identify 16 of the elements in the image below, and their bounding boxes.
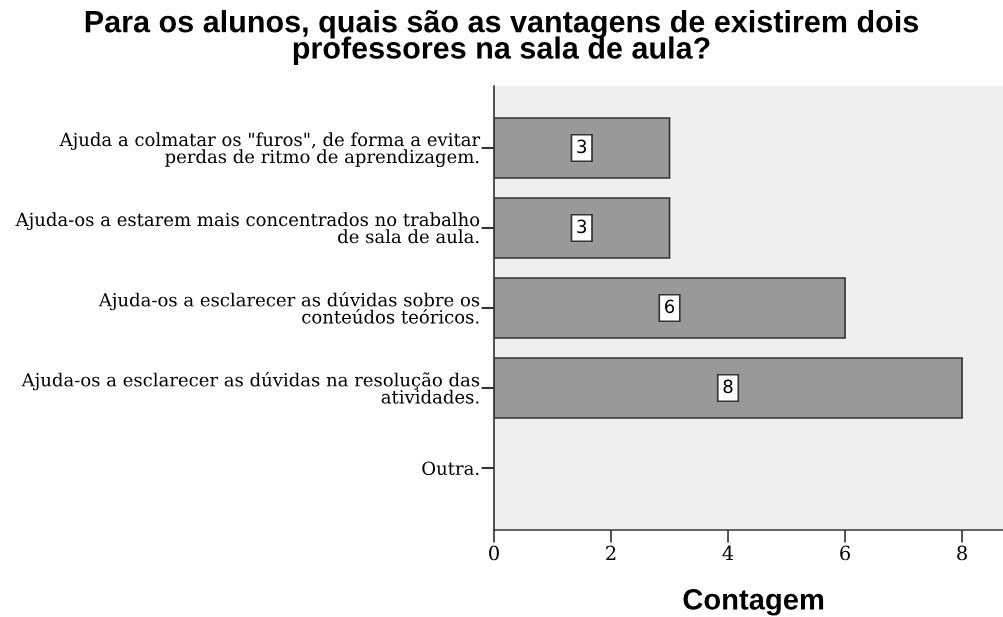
- data-label: 3: [577, 139, 587, 154]
- chart-title: Para os alunos, quais são as vantagens de existirem dois professores na sala de aula?: [85, 10, 919, 65]
- y-tick-label: Ajuda-os a esclarecer as dúvidas na resolução das atividades.: [21, 371, 480, 404]
- data-label: 8: [723, 379, 733, 394]
- x-tick-label: 2: [606, 545, 616, 561]
- x-tick-label: 6: [840, 545, 850, 561]
- x-axis-title: Contagem: [683, 589, 824, 616]
- y-tick-label: Ajuda a colmatar os "furos", de forma a evitar perdas de ritmo de aprendizagem.: [59, 132, 481, 168]
- y-tick-label: Outra.: [422, 461, 479, 476]
- x-tick-label: 4: [722, 545, 734, 561]
- y-tick-label: Ajuda-os a estarem mais concentrados no trabalho de sala de aula.: [15, 212, 480, 244]
- data-label: 6: [665, 299, 675, 314]
- x-tick-label: 8: [957, 545, 967, 561]
- x-tick-label: 0: [489, 545, 499, 561]
- data-label: 3: [577, 219, 587, 234]
- y-tick-label: Ajuda-os a esclarecer as dúvidas sobre os conteúdos teóricos.: [98, 291, 480, 324]
